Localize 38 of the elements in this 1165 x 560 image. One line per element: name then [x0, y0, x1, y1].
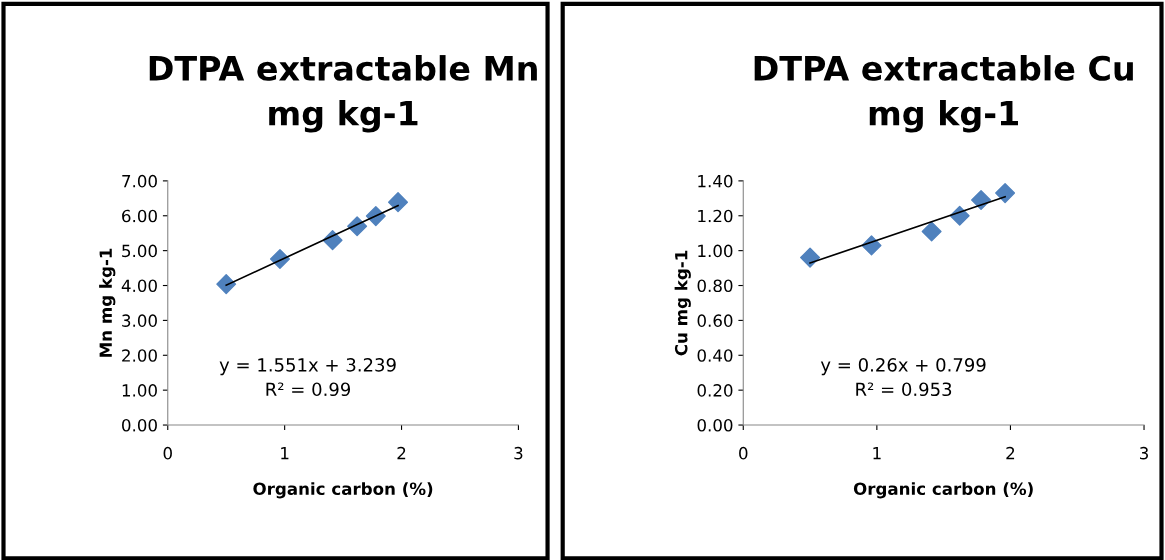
x-tick-label: 1: [281, 447, 289, 460]
y-axis-title: Mn mg kg-1: [99, 248, 116, 357]
y-tick-label: 0.20: [697, 384, 733, 397]
y-tick-label: 2.00: [122, 349, 157, 362]
x-axis-title: Organic carbon (%): [853, 482, 1033, 499]
x-axis-title: Organic carbon (%): [253, 482, 433, 499]
y-tick-label: 7.00: [122, 174, 157, 188]
point: [216, 274, 237, 295]
y-tick-label: 0.80: [697, 279, 733, 293]
annotation: R² = 0.953: [856, 382, 952, 397]
y-tick-label: 0.60: [697, 314, 733, 327]
x-tick-label: 1: [873, 447, 881, 460]
point: [921, 221, 942, 242]
point: [388, 192, 409, 213]
annotation: R² = 0.99: [266, 382, 351, 397]
y-tick-label: 0.00: [697, 419, 733, 432]
annotation: y = 0.26x + 0.799: [820, 358, 986, 376]
x-tick-label: 2: [397, 446, 406, 460]
y-tick-label: 0.00: [122, 419, 157, 432]
y-axis-title: Cu mg kg-1: [674, 250, 691, 356]
x-tick-label: 0: [739, 446, 748, 460]
chart-title: DTPA extractable Cu mg kg-1: [754, 55, 1133, 133]
point: [995, 183, 1016, 204]
y-tick-label: 1.40: [698, 174, 733, 188]
y-tick-label: 4.00: [121, 279, 157, 293]
y-tick-label: 1.20: [698, 209, 733, 223]
y-tick-label: 5.00: [122, 244, 157, 258]
y-tick-label: 3.00: [122, 314, 157, 327]
x-tick-label: 3: [514, 446, 523, 460]
x-tick-label: 0: [163, 446, 172, 460]
y-tick-label: 6.00: [122, 209, 157, 223]
y-tick-label: 0.40: [697, 349, 733, 362]
x-tick-label: 3: [1140, 446, 1148, 460]
annotation: y = 1.551x + 3.239: [219, 358, 396, 376]
y-tick-label: 1.00: [698, 244, 733, 258]
x-tick-label: 2: [1006, 446, 1015, 460]
chart-title: DTPA extractable Mn mg kg-1: [149, 55, 537, 133]
y-tick-label: 1.00: [122, 384, 157, 397]
